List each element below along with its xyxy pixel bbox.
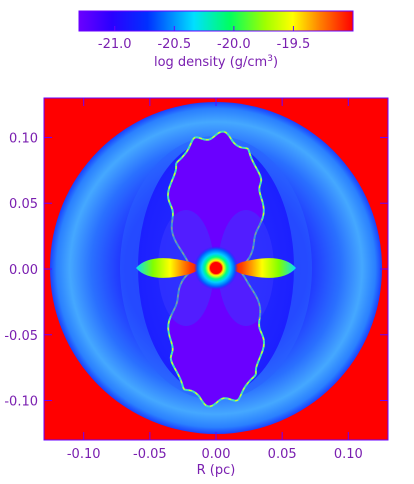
colorbar-ticks: -21.0 -20.5 -20.0 -19.5 <box>98 26 310 52</box>
jet-left <box>136 258 204 278</box>
jet-right <box>228 258 296 278</box>
y-tick-label: 0.05 <box>9 197 38 212</box>
colorbar-label-superscript: 3 <box>267 54 273 64</box>
colorbar: -21.0 -20.5 -20.0 -19.5 log density (g/cm3) <box>78 10 354 70</box>
y-tick-label: -0.05 <box>4 329 38 344</box>
colorbar-bar <box>78 10 354 32</box>
colorbar-label: log density (g/cm3) <box>154 54 278 70</box>
x-tick-label: 0.10 <box>334 447 363 462</box>
x-tick-label: 0.05 <box>268 447 297 462</box>
colorbar-label-main: log density (g/cm <box>154 55 267 70</box>
y-tick-label: 0.00 <box>9 263 38 278</box>
colorbar-tick-label: -21.0 <box>98 37 132 52</box>
colorbar-tick-label: -19.5 <box>277 37 311 52</box>
central-source <box>210 262 222 274</box>
y-axis: -0.10 -0.05 0.00 0.05 0.10 <box>4 131 388 410</box>
y-tick-label: 0.10 <box>9 131 38 146</box>
x-tick-label: -0.10 <box>67 447 101 462</box>
x-axis-title: R (pc) <box>197 463 236 478</box>
colorbar-tick-label: -20.0 <box>217 37 251 52</box>
colorbar-tick-label: -20.5 <box>157 37 191 52</box>
y-tick-label: -0.10 <box>4 395 38 410</box>
x-axis: -0.10 -0.05 0.00 0.05 0.10 <box>67 98 363 462</box>
colorbar-label-close: ) <box>273 55 278 70</box>
plot-area <box>44 98 388 440</box>
x-tick-label: -0.05 <box>133 447 167 462</box>
x-tick-label: 0.00 <box>202 447 231 462</box>
